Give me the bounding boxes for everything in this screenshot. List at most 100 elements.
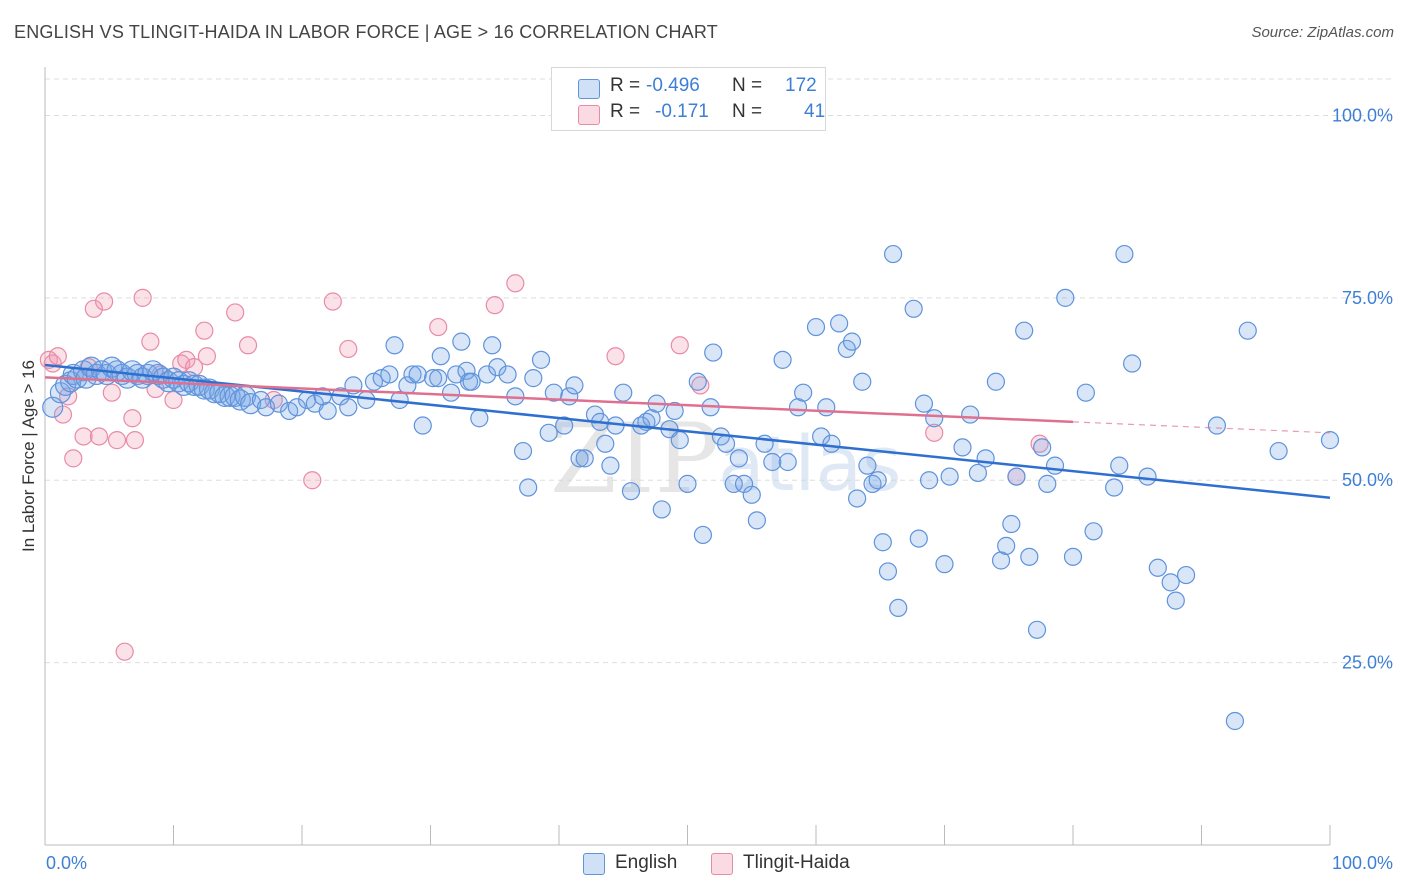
- english-point: [940, 467, 959, 486]
- english-point: [596, 434, 615, 453]
- english-point: [665, 401, 684, 421]
- axis-labels: 25.0% 50.0% 75.0% 100.0% 0.0% 100.0% In Labor …: [19, 105, 1393, 873]
- english-point: [883, 244, 903, 264]
- tlingit-haida-point: [89, 427, 109, 446]
- english-point: [678, 474, 697, 493]
- english-point: [858, 456, 877, 475]
- tlingit-haida-point: [670, 336, 689, 355]
- y-axis-title: In Labor Force | Age > 16: [19, 360, 38, 552]
- tlingit-haida-point: [303, 471, 322, 490]
- tlingit-haida-point: [107, 431, 127, 450]
- english-point: [452, 332, 471, 351]
- watermark-zip: ZIP: [550, 403, 719, 515]
- english-point: [1320, 431, 1340, 450]
- english-point: [441, 383, 461, 402]
- english-point: [806, 317, 826, 337]
- english-point: [380, 365, 399, 384]
- english-point: [1027, 620, 1047, 639]
- english-point: [544, 383, 563, 402]
- english-point: [1002, 514, 1021, 534]
- english-point: [742, 485, 761, 504]
- tlingit-haida-point: [64, 449, 83, 468]
- tlingit-haida-point: [925, 423, 944, 442]
- stats-legend: R = -0.496 N = 172 R = -0.171 N = 41: [551, 67, 826, 131]
- tlingit-haida-point: [102, 383, 121, 402]
- english-point: [822, 434, 841, 453]
- english-point: [1225, 711, 1245, 731]
- tlingit-swatch: [578, 105, 600, 125]
- english-point: [724, 474, 743, 493]
- tlingit-haida-point: [164, 390, 183, 410]
- axes: [44, 67, 1331, 846]
- english-point: [842, 332, 862, 351]
- english-point: [1161, 573, 1180, 592]
- tlingit-haida-point: [238, 336, 258, 355]
- tlingit-r-value: -0.171: [655, 101, 709, 122]
- tlingit-haida-point: [606, 347, 625, 366]
- english-point: [1138, 467, 1157, 486]
- english-point: [621, 482, 641, 501]
- english-point: [488, 358, 507, 377]
- english-point: [693, 525, 713, 545]
- english-point: [483, 336, 502, 355]
- english-point: [570, 449, 589, 468]
- english-r-value: -0.496: [646, 75, 700, 96]
- english-point: [614, 383, 633, 402]
- english-point: [716, 434, 736, 453]
- y-tick-label: 50.0%: [1342, 470, 1393, 490]
- english-point: [1115, 244, 1134, 264]
- english-point: [747, 511, 766, 530]
- english-point: [919, 471, 939, 490]
- english-point: [729, 449, 749, 468]
- english-point: [904, 299, 923, 318]
- trend-lines: [44, 363, 1331, 499]
- tlingit-haida-trend-extension: [1072, 421, 1331, 434]
- english-point: [1038, 474, 1057, 493]
- english-point: [953, 438, 972, 457]
- tlingit-haida-point: [177, 350, 196, 369]
- english-point: [498, 365, 517, 384]
- english-point: [1176, 565, 1196, 585]
- english-point: [976, 449, 995, 468]
- english-point: [914, 394, 934, 413]
- english-point: [1056, 288, 1075, 307]
- english-r-label: R =: [610, 75, 641, 96]
- tlingit-haida-point: [133, 288, 152, 307]
- english-point: [423, 369, 443, 388]
- english-point: [817, 398, 836, 417]
- english-point: [878, 562, 898, 581]
- tlingit-haida-point: [48, 347, 67, 366]
- english-point: [429, 369, 448, 388]
- english-point: [873, 533, 892, 552]
- y-tick-label: 25.0%: [1342, 653, 1393, 673]
- english-point: [539, 423, 558, 442]
- english-point: [986, 372, 1006, 391]
- english-point: [773, 350, 792, 369]
- english-point: [565, 376, 584, 395]
- english-point: [531, 350, 551, 369]
- english-point: [961, 405, 980, 424]
- english-point: [1105, 478, 1124, 497]
- english-point: [935, 555, 954, 574]
- tlingit-haida-point: [115, 642, 134, 661]
- english-point: [462, 372, 481, 391]
- english-point: [763, 452, 782, 472]
- english-point: [997, 536, 1016, 555]
- english-point: [688, 372, 707, 391]
- english-point: [1045, 456, 1065, 475]
- tlingit-haida-point: [197, 347, 217, 366]
- english-point: [385, 336, 404, 355]
- english-point: [457, 361, 476, 380]
- tlingit-legend-label: Tlingit-Haida: [743, 852, 850, 873]
- tlingit-haida-point: [125, 431, 145, 450]
- tlingit-haida-point: [226, 303, 245, 322]
- english-point: [1020, 547, 1039, 566]
- english-point: [269, 394, 288, 413]
- english-point: [431, 347, 450, 366]
- english-point: [909, 529, 928, 548]
- english-point: [868, 471, 887, 490]
- english-points: [42, 244, 1340, 731]
- english-point: [524, 369, 543, 388]
- tlingit-haida-point: [323, 292, 342, 311]
